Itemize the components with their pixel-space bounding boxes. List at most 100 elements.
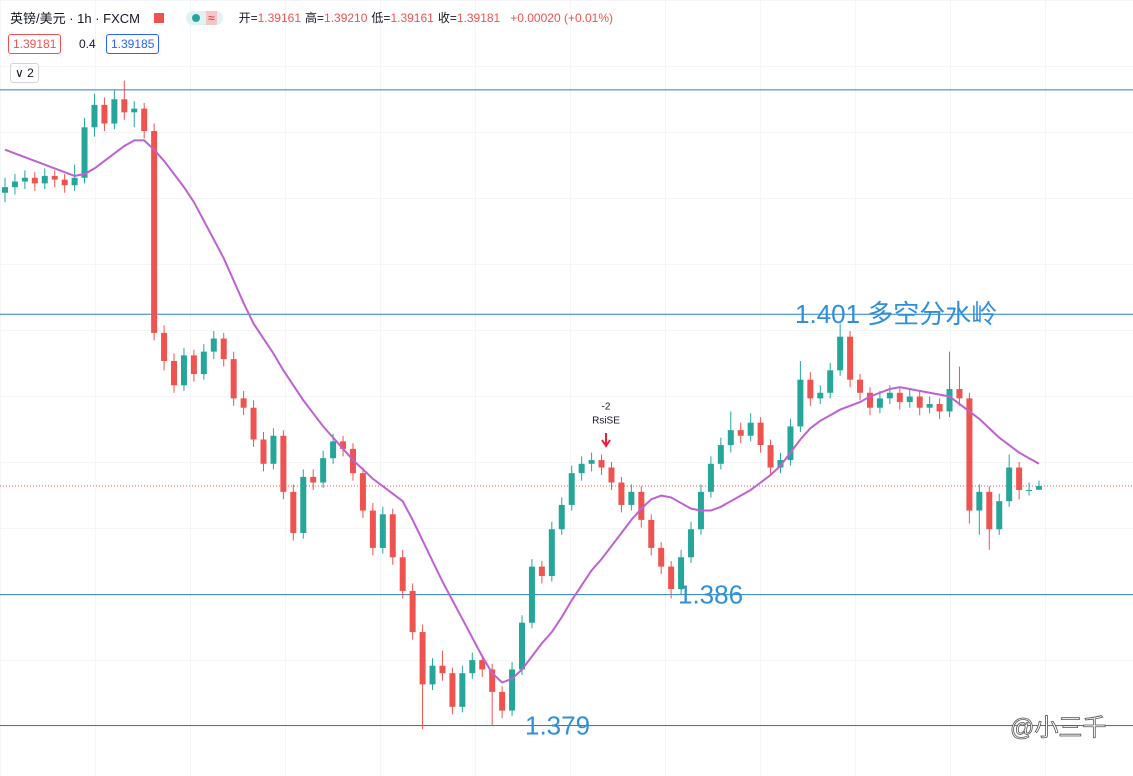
candle-body bbox=[61, 179, 68, 186]
bid[interactable]: 1.39181 bbox=[8, 34, 62, 54]
candle-body bbox=[111, 99, 118, 124]
indicator-count: 2 bbox=[27, 66, 34, 80]
watermark: @小三千 bbox=[1010, 714, 1106, 741]
candle-body bbox=[141, 108, 148, 132]
candle-body bbox=[598, 460, 605, 468]
candle-body bbox=[131, 108, 138, 113]
candle-body bbox=[399, 557, 406, 591]
change: +0.00020 (+0.01%) bbox=[510, 10, 613, 25]
candle-body bbox=[330, 441, 337, 459]
candle-body bbox=[469, 660, 476, 674]
candle-body bbox=[688, 529, 695, 558]
candle-body bbox=[866, 392, 873, 408]
candle-body bbox=[280, 435, 287, 492]
candle-body bbox=[767, 445, 774, 468]
candle-body bbox=[270, 435, 277, 464]
candle-body bbox=[528, 566, 535, 623]
candle-body bbox=[578, 463, 585, 474]
candle-body bbox=[171, 360, 178, 386]
candle-body bbox=[707, 463, 714, 492]
candle-body bbox=[459, 673, 466, 707]
candle-body bbox=[727, 430, 734, 446]
candle-body bbox=[230, 359, 237, 399]
candle-body bbox=[2, 187, 8, 193]
ohlc-label: 开= bbox=[238, 11, 258, 25]
candle-body bbox=[886, 392, 893, 399]
candle-body bbox=[588, 460, 595, 464]
candle-body bbox=[161, 332, 168, 361]
candle-body bbox=[439, 665, 446, 674]
ohlc-value: 1.39161 bbox=[390, 11, 434, 25]
candle-body bbox=[250, 407, 257, 440]
candle-body bbox=[827, 370, 834, 393]
candle-body bbox=[300, 476, 307, 533]
candle-body bbox=[101, 104, 108, 124]
candle-body bbox=[379, 514, 386, 548]
candle-body bbox=[369, 510, 376, 548]
candle-body bbox=[568, 473, 575, 505]
ohlc-label: 低= bbox=[371, 11, 391, 25]
candle-body bbox=[51, 175, 58, 180]
candle-body bbox=[449, 673, 456, 707]
candle-body bbox=[548, 529, 555, 576]
candle-body bbox=[1016, 467, 1023, 490]
indicator-toggle[interactable]: ∨ 2 bbox=[10, 63, 39, 83]
candle-body bbox=[777, 460, 784, 468]
ohlc-value: 1.39210 bbox=[324, 11, 368, 25]
candle-body bbox=[190, 355, 197, 375]
candle-body bbox=[11, 181, 18, 188]
candle-body bbox=[290, 491, 297, 533]
symbol[interactable]: 英镑/美元 · 1h · FXCM bbox=[10, 11, 141, 26]
candle-body bbox=[558, 504, 565, 530]
candle-body bbox=[320, 458, 327, 483]
candle-body bbox=[519, 622, 525, 670]
candle-body bbox=[1026, 489, 1033, 491]
candle-body bbox=[678, 557, 685, 590]
candle-body bbox=[648, 519, 655, 548]
candle-body bbox=[717, 445, 724, 464]
candle-body bbox=[757, 422, 764, 446]
candle-body bbox=[916, 396, 923, 408]
candle-body bbox=[926, 403, 933, 408]
level-label: 1.401 多空分水岭 bbox=[795, 299, 997, 329]
candle-body bbox=[747, 422, 754, 436]
candle-body bbox=[359, 473, 366, 511]
candle-body bbox=[896, 392, 903, 403]
candle-body bbox=[489, 669, 496, 692]
candle-body bbox=[340, 441, 347, 449]
status-pill[interactable]: ≈ bbox=[186, 10, 223, 25]
flag[interactable] bbox=[154, 12, 165, 23]
candle-body bbox=[936, 403, 943, 412]
candle-body bbox=[996, 501, 1003, 530]
candle-body bbox=[787, 426, 794, 461]
candle-body bbox=[847, 336, 854, 380]
ask[interactable]: 1.39185 bbox=[106, 34, 160, 54]
candle-body bbox=[81, 127, 88, 178]
candle-body bbox=[807, 379, 814, 399]
candle-body bbox=[876, 398, 883, 408]
candle-body bbox=[608, 467, 615, 483]
candle-body bbox=[538, 566, 545, 576]
candle-body bbox=[499, 691, 506, 711]
candle-body bbox=[419, 632, 426, 685]
moving-average bbox=[4, 139, 1040, 684]
candle-body bbox=[956, 389, 963, 399]
candle-body bbox=[618, 482, 625, 505]
signal-text: RsiSE bbox=[592, 416, 620, 427]
candle-body bbox=[658, 547, 665, 567]
ohlc-value: 1.39161 bbox=[257, 11, 302, 25]
candle-body bbox=[638, 491, 645, 520]
candle-body bbox=[837, 336, 844, 371]
ohlc-value: 1.39181 bbox=[456, 11, 501, 25]
candle-body bbox=[509, 669, 516, 711]
ohlc-label: 收= bbox=[437, 11, 457, 25]
candle-body bbox=[628, 491, 635, 505]
candle-body bbox=[210, 338, 217, 352]
candle-body bbox=[429, 665, 436, 685]
candle-body bbox=[797, 379, 804, 427]
candle-body bbox=[310, 476, 317, 483]
header: 英镑/美元 · 1h · FXCM ≈ 开=1.39161 高=1.39210 低=… bbox=[10, 8, 613, 27]
candle-body bbox=[946, 389, 953, 412]
candle-body bbox=[200, 351, 207, 375]
